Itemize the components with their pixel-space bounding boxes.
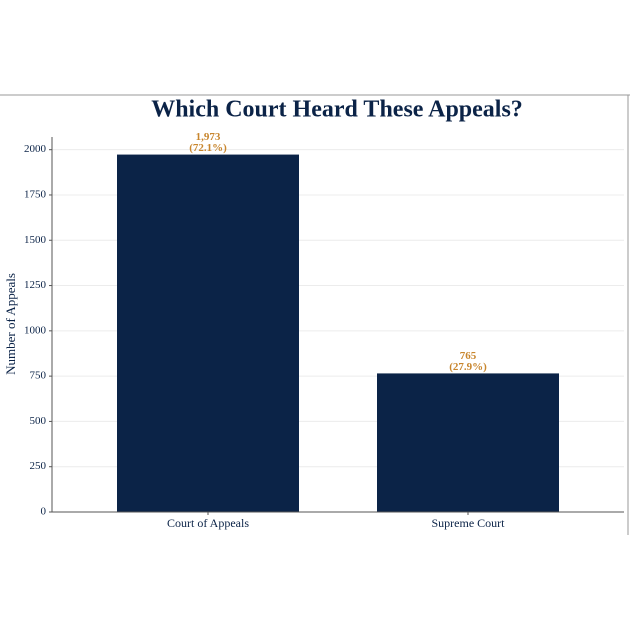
y-tick-label: 1500	[24, 234, 47, 246]
bar	[377, 373, 559, 512]
chart-title: Which Court Heard These Appeals?	[151, 97, 523, 123]
y-tick-label: 500	[30, 415, 47, 427]
y-tick-label: 1000	[24, 324, 47, 336]
y-axis-label: Number of Appeals	[3, 273, 18, 375]
y-tick-label: 0	[41, 506, 47, 518]
value-label: (72.1%)	[189, 142, 227, 154]
bar	[117, 154, 299, 513]
value-label: (27.9%)	[449, 361, 487, 373]
x-tick-label: Court of Appeals	[167, 516, 249, 530]
y-tick-label: 1750	[24, 189, 47, 201]
y-tick-label: 2000	[24, 143, 47, 155]
y-tick-label: 1250	[24, 279, 47, 291]
value-label: 1,973	[196, 131, 221, 143]
value-label: 765	[460, 350, 477, 362]
y-tick-label: 750	[30, 370, 47, 382]
x-tick-label: Supreme Court	[432, 516, 506, 530]
y-tick-label: 250	[30, 460, 47, 472]
